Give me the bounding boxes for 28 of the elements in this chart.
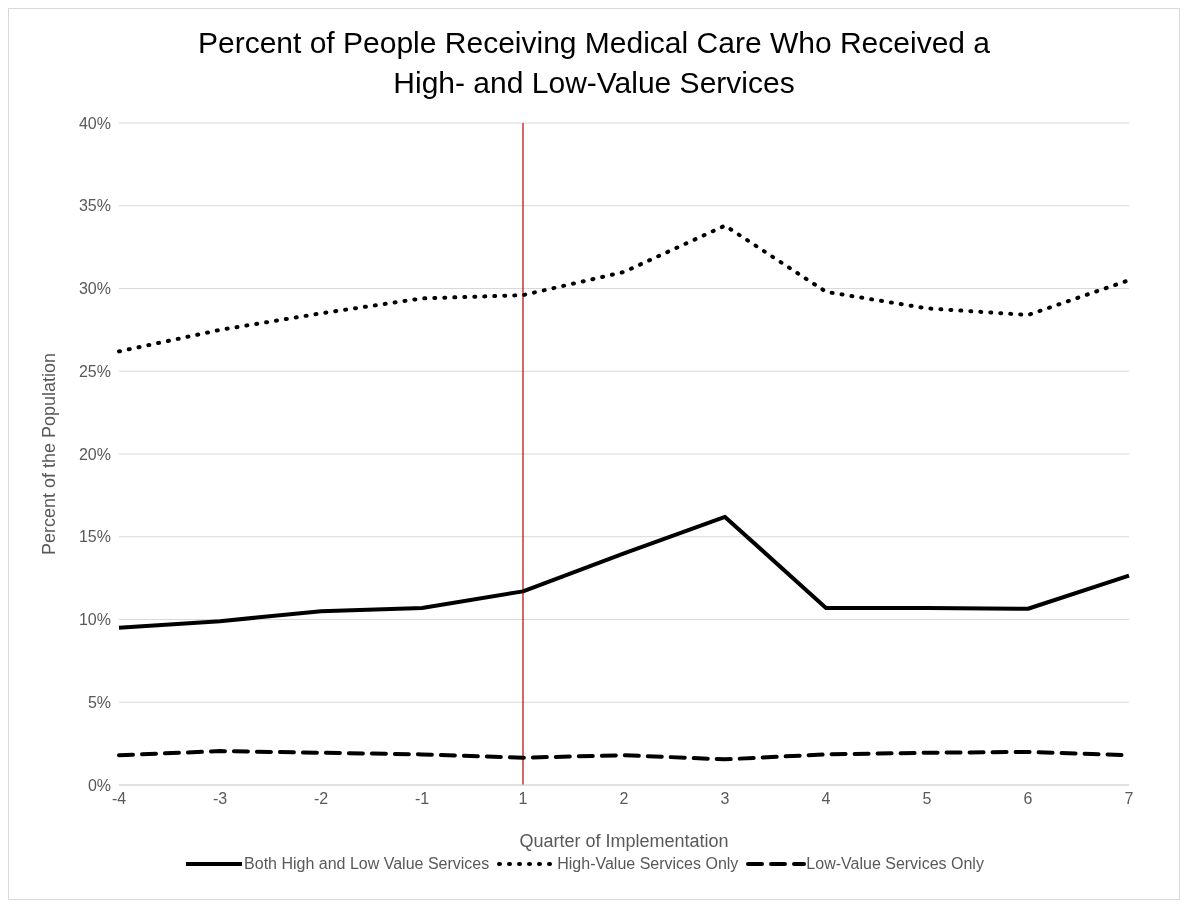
legend-label: Low-Value Services Only bbox=[806, 855, 984, 873]
x-tick-label: 6 bbox=[1023, 790, 1033, 808]
x-tick-label: 2 bbox=[619, 790, 629, 808]
x-tick-label: 7 bbox=[1124, 790, 1134, 808]
x-tick-label: 4 bbox=[821, 790, 831, 808]
y-tick-label: 40% bbox=[78, 114, 111, 132]
x-tick-label: 5 bbox=[922, 790, 932, 808]
y-tick-label: 10% bbox=[78, 611, 111, 629]
y-tick-label: 0% bbox=[87, 776, 111, 794]
x-tick-label: 1 bbox=[518, 790, 528, 808]
x-tick-label: 3 bbox=[720, 790, 730, 808]
x-tick-label: -4 bbox=[111, 790, 127, 808]
chart-title: Percent of People Receiving Medical Care Who Received a High- and Low-Value Services bbox=[196, 25, 992, 101]
x-axis-title: Quarter of Implementation bbox=[519, 831, 729, 851]
legend-label: Both High and Low Value Services bbox=[244, 855, 490, 873]
y-tick-label: 15% bbox=[78, 528, 111, 546]
x-tick-label: -3 bbox=[212, 790, 228, 808]
y-tick-label: 30% bbox=[78, 280, 111, 298]
y-tick-label: 25% bbox=[78, 362, 111, 380]
y-tick-label: 35% bbox=[78, 197, 111, 215]
line-series bbox=[117, 514, 1131, 630]
y-tick-label: 5% bbox=[87, 693, 111, 711]
y-tick-label: 20% bbox=[78, 445, 111, 463]
y-axis-title: Percent of the Population bbox=[39, 352, 60, 556]
line-series bbox=[117, 223, 1131, 354]
x-tick-label: -1 bbox=[414, 790, 430, 808]
x-tick-label: -2 bbox=[313, 790, 329, 808]
legend-label: High-Value Services Only bbox=[557, 855, 739, 873]
